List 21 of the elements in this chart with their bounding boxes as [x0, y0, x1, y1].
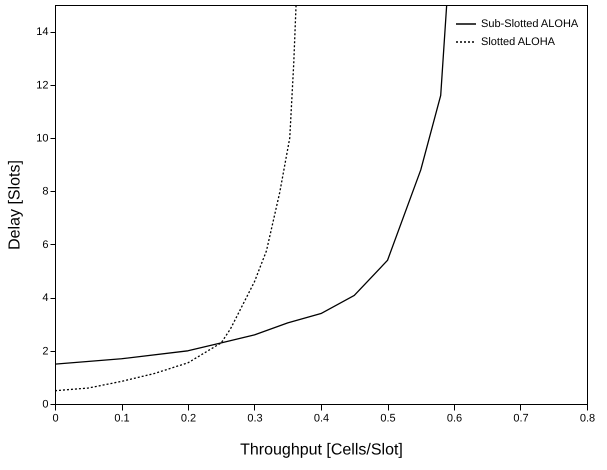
y-tick-label: 12 — [36, 79, 48, 92]
y-axis-title: Delay [Slots] — [6, 160, 24, 250]
x-tick-label: 0.2 — [180, 412, 196, 424]
y-tick-label: 10 — [36, 132, 48, 144]
x-tick-label: 0.3 — [247, 412, 263, 424]
x-tick-label: 0 — [52, 412, 59, 424]
y-tick-label: 2 — [42, 345, 48, 358]
x-tick-label: 0.5 — [380, 412, 396, 424]
y-tick-label: 8 — [42, 186, 48, 198]
x-tick-label: 0.6 — [446, 412, 462, 424]
x-axis-title: Throughput [Cells/Slot] — [240, 442, 403, 458]
legend-label: Sub-Slotted ALOHA — [481, 18, 579, 30]
y-tick-label: 14 — [36, 26, 48, 38]
x-tick-label: 0.1 — [114, 412, 130, 424]
y-tick-label: 4 — [42, 292, 48, 304]
y-tick-label: 0 — [42, 398, 48, 410]
legend-label: Slotted ALOHA — [481, 36, 556, 48]
x-tick-label: 0.8 — [580, 412, 596, 424]
y-tick-label: 6 — [42, 238, 48, 251]
x-tick-label: 0.7 — [513, 412, 529, 424]
x-tick-label: 0.4 — [314, 412, 330, 424]
